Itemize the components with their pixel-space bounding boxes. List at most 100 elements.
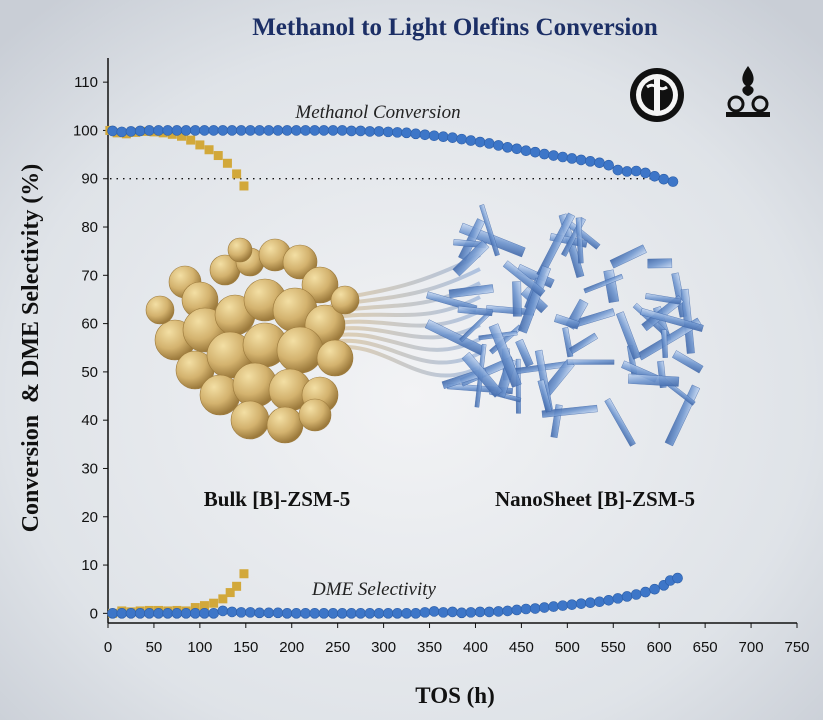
x-axis-label: TOS (h)	[415, 683, 494, 708]
nanosheet-data-point	[235, 125, 247, 136]
series-3	[107, 572, 683, 619]
nanosheet-data-point	[584, 156, 596, 167]
bulk-data-point	[204, 145, 214, 155]
x-tick-label: 350	[417, 639, 442, 656]
nanosheet-data-point	[208, 125, 219, 136]
x-tick-label: 450	[509, 639, 534, 656]
bulk-data-point	[225, 588, 235, 598]
x-tick-label: 150	[233, 639, 258, 656]
bulk-label: Bulk [B]-ZSM-5	[204, 487, 350, 511]
nanosheet-data-point	[548, 601, 559, 612]
bulk-data-point	[209, 598, 219, 608]
nanosheet-label: NanoSheet [B]-ZSM-5	[495, 487, 695, 511]
y-axis-label: Conversion & DME Selectivity (%)	[18, 164, 44, 533]
nanosheet-data-point	[502, 605, 513, 617]
nanosheet-data-point	[125, 608, 137, 619]
nanosheet-plate	[616, 311, 641, 360]
nanosheet-data-point	[162, 608, 174, 619]
nanosheet-data-point	[401, 127, 412, 139]
nanosheet-data-point	[401, 608, 412, 619]
ribbon-strand	[329, 323, 481, 340]
nanosheet-data-point	[254, 607, 265, 619]
nanosheet-data-point	[456, 607, 467, 619]
chart-title: Methanol to Light Olefins Conversion	[252, 14, 658, 41]
nanosheet-data-point	[134, 125, 146, 137]
nanosheet-data-point	[199, 125, 210, 136]
nanosheet-plate	[537, 379, 553, 413]
ribbon-strand	[329, 338, 481, 365]
nanosheet-data-point	[419, 129, 431, 141]
nanosheet-data-point	[153, 125, 164, 136]
nanosheet-data-point	[603, 159, 614, 171]
nanosheet-data-point	[318, 608, 330, 619]
bulk-data-point	[239, 181, 249, 191]
nanosheet-data-point	[539, 148, 550, 160]
nanosheet-plate	[515, 358, 521, 414]
nanosheet-data-point	[529, 603, 541, 614]
nanosheet-data-point	[263, 607, 275, 619]
nanosheet-data-point	[456, 133, 467, 145]
nanosheet-plate	[583, 273, 624, 294]
bulk-crystal-particle	[282, 244, 318, 280]
nanosheet-data-point	[557, 151, 569, 163]
nanosheet-plate	[553, 314, 580, 330]
bulk-crystal-cluster-illustration	[145, 237, 360, 444]
nanosheet-data-point	[254, 125, 265, 136]
nanosheet-data-point	[373, 608, 385, 619]
nanosheet-data-point	[235, 607, 247, 618]
nanosheet-data-point	[428, 606, 440, 617]
nanosheet-data-point	[548, 150, 559, 161]
data-marks	[105, 125, 683, 619]
nanosheet-data-point	[116, 608, 128, 619]
y-tick-label: 20	[81, 509, 98, 526]
x-tick-label: 400	[463, 639, 488, 656]
bulk-crystal-particle	[316, 339, 354, 377]
nanosheet-data-point	[465, 607, 477, 618]
nanosheet-data-point	[327, 608, 339, 619]
ribbon-strand	[329, 344, 481, 378]
nanosheet-data-point	[557, 600, 569, 611]
x-tick-label: 500	[555, 639, 580, 656]
nanosheet-data-point	[410, 128, 422, 140]
nanosheet-data-point	[612, 164, 624, 176]
bulk-crystal-particle	[276, 326, 324, 374]
nanosheet-data-point	[502, 142, 513, 153]
nanosheet-data-point	[355, 125, 366, 137]
bulk-data-point	[195, 140, 205, 150]
nanosheet-data-point	[364, 126, 376, 137]
y-tick-label: 30	[81, 460, 98, 477]
bulk-data-point	[186, 135, 196, 145]
nanosheet-data-point	[520, 145, 532, 157]
x-tick-label: 0	[104, 639, 112, 656]
nanosheet-data-point	[392, 127, 403, 138]
x-tick-label: 750	[784, 639, 809, 656]
y-tick-label: 10	[81, 557, 98, 574]
bulk-data-point	[239, 569, 249, 579]
nanosheet-data-point	[474, 136, 486, 148]
x-tick-label: 100	[187, 639, 212, 656]
nanosheet-data-point	[355, 608, 366, 619]
nanosheet-data-point	[483, 606, 495, 618]
nanosheet-cluster-illustration	[424, 204, 704, 447]
nanosheet-data-point	[263, 125, 275, 136]
nanosheet-data-point	[410, 608, 422, 619]
nanosheet-data-point	[245, 607, 256, 618]
nanosheet-plate	[628, 373, 680, 387]
nanosheet-plate	[568, 332, 599, 355]
nanosheet-data-point	[382, 126, 394, 138]
nanosheet-data-point	[575, 598, 587, 609]
nanosheet-data-point	[621, 166, 633, 177]
x-tick-label: 650	[693, 639, 718, 656]
nanosheet-plate	[567, 359, 615, 365]
y-tick-label: 0	[90, 605, 98, 622]
nanosheet-data-point	[107, 125, 118, 137]
nanosheet-data-point	[171, 608, 183, 619]
nanosheet-data-point	[483, 138, 495, 149]
nanosheet-data-point	[309, 125, 321, 136]
nanosheet-data-point	[300, 125, 311, 136]
bulk-crystal-particle	[330, 285, 360, 315]
nanosheet-data-point	[336, 125, 348, 136]
nanosheet-data-point	[208, 608, 219, 619]
nanosheet-data-point	[419, 607, 431, 618]
nanosheet-data-point	[336, 608, 348, 619]
